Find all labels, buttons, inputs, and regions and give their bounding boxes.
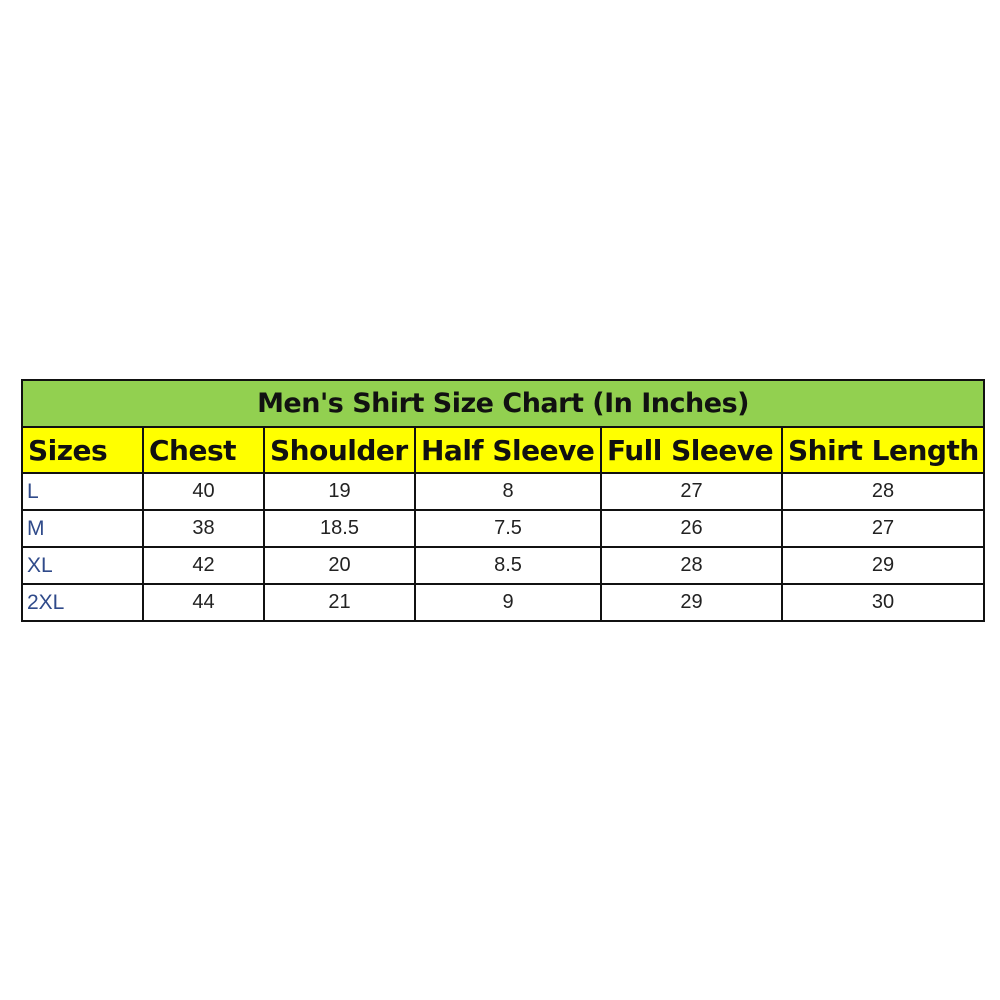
- cell-full-sleeve: 26: [600, 509, 783, 548]
- cell-chest: 40: [142, 472, 265, 511]
- cell-shirt-length: 27: [780, 509, 986, 548]
- table-row: XL 42 20 8.5 28 29: [21, 546, 986, 585]
- cell-half-sleeve: 8: [414, 472, 602, 511]
- table-title: Men's Shirt Size Chart (In Inches): [20, 379, 986, 428]
- column-header-full-sleeve: Full Sleeve: [600, 426, 783, 474]
- cell-shoulder: 19: [263, 472, 416, 511]
- cell-shoulder: 21: [263, 583, 416, 622]
- size-chart-table: Men's Shirt Size Chart (In Inches) Sizes…: [20, 379, 986, 622]
- cell-full-sleeve: 28: [600, 546, 783, 585]
- cell-full-sleeve: 29: [600, 583, 783, 622]
- table-row: M 38 18.5 7.5 26 27: [21, 509, 986, 548]
- cell-size: 2XL: [21, 583, 144, 622]
- cell-chest: 42: [142, 546, 265, 585]
- column-header-half-sleeve: Half Sleeve: [414, 426, 602, 474]
- column-header-shirt-length: Shirt Length: [780, 426, 986, 474]
- cell-size: XL: [21, 546, 144, 585]
- cell-half-sleeve: 8.5: [414, 546, 602, 585]
- table-row: L 40 19 8 27 28: [21, 472, 986, 511]
- cell-size: L: [21, 472, 144, 511]
- table-row: 2XL 44 21 9 29 30: [21, 583, 986, 622]
- header-row: Sizes Chest Shoulder Half Sleeve Full Sl…: [21, 426, 986, 474]
- cell-shirt-length: 30: [780, 583, 986, 622]
- cell-shirt-length: 28: [780, 472, 986, 511]
- column-header-sizes: Sizes: [21, 426, 144, 474]
- column-header-shoulder: Shoulder: [263, 426, 416, 474]
- cell-shirt-length: 29: [780, 546, 986, 585]
- cell-size: M: [21, 509, 144, 548]
- cell-chest: 38: [142, 509, 265, 548]
- cell-half-sleeve: 7.5: [414, 509, 602, 548]
- cell-shoulder: 20: [263, 546, 416, 585]
- cell-shoulder: 18.5: [263, 509, 416, 548]
- cell-chest: 44: [142, 583, 265, 622]
- column-header-chest: Chest: [142, 426, 265, 474]
- cell-full-sleeve: 27: [600, 472, 783, 511]
- cell-half-sleeve: 9: [414, 583, 602, 622]
